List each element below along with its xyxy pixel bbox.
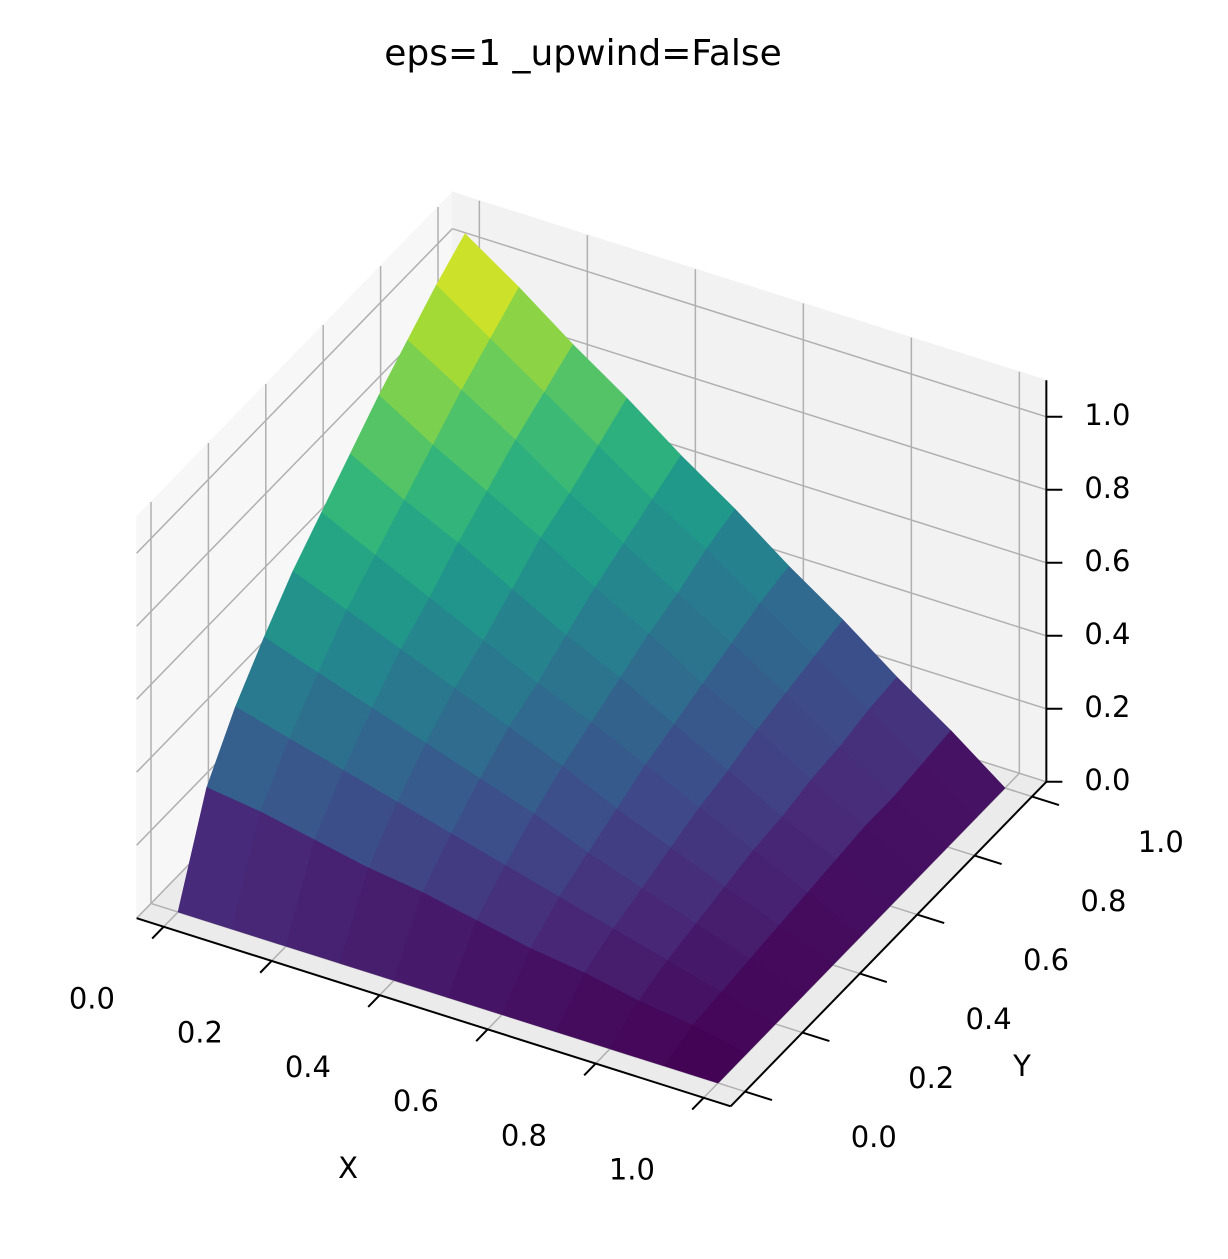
x-tick-label: 0.8 xyxy=(501,1118,547,1152)
y-tick-label: 0.6 xyxy=(1023,943,1069,977)
x-axis-label: X xyxy=(338,1151,358,1185)
tick-mark xyxy=(583,1062,597,1077)
axis-line xyxy=(136,917,731,1108)
tick-mark xyxy=(859,972,888,984)
z-tick-label: 0.6 xyxy=(1084,544,1130,578)
tick-mark xyxy=(691,1097,705,1111)
z-tick-label: 0.4 xyxy=(1084,617,1130,651)
tick-mark xyxy=(259,960,273,974)
y-tick-label: 0.4 xyxy=(966,1002,1012,1036)
z-tick-label: 0.0 xyxy=(1084,763,1130,797)
surface-patch xyxy=(663,1025,748,1084)
tick-mark xyxy=(151,926,165,940)
x-tick-label: 0.4 xyxy=(285,1050,331,1084)
y-axis-label: Y xyxy=(1012,1049,1031,1083)
chart-title: eps=1 _upwind=False xyxy=(384,33,782,74)
y-tick-label: 0.8 xyxy=(1080,884,1126,918)
tick-mark xyxy=(916,913,945,925)
tick-mark xyxy=(475,1028,489,1042)
y-tick-label: 0.2 xyxy=(908,1061,954,1095)
tick-mark xyxy=(367,994,381,1008)
x-tick-label: 0.0 xyxy=(69,982,115,1016)
y-tick-label: 0.0 xyxy=(851,1120,897,1154)
z-tick-label: 0.8 xyxy=(1084,471,1130,505)
x-tick-label: 0.6 xyxy=(393,1084,439,1118)
x-tick-label: 0.2 xyxy=(177,1016,223,1050)
tick-mark xyxy=(802,1031,830,1043)
axis-line xyxy=(729,781,1048,1107)
grid-line xyxy=(452,227,1047,418)
x-tick-label: 1.0 xyxy=(609,1153,655,1187)
grid-line xyxy=(136,228,453,554)
tick-mark xyxy=(744,1090,773,1102)
y-tick-label: 1.0 xyxy=(1138,825,1184,859)
tick-mark xyxy=(974,854,1002,866)
tick-mark xyxy=(1031,795,1060,807)
z-tick-label: 0.2 xyxy=(1084,690,1130,724)
z-tick-label: 1.0 xyxy=(1084,398,1130,432)
